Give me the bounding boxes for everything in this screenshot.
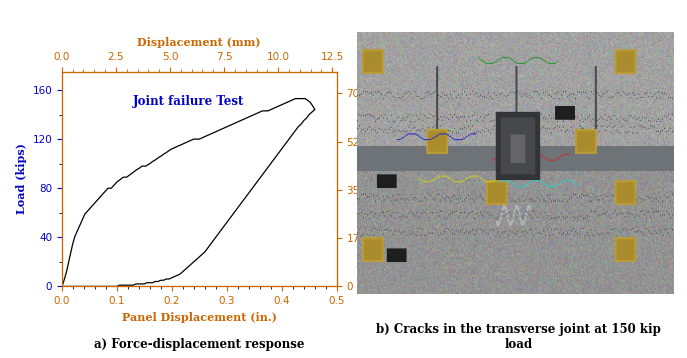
- Text: Joint failure Test: Joint failure Test: [133, 95, 245, 108]
- Text: a) Force-displacement response: a) Force-displacement response: [94, 338, 304, 351]
- Text: b) Cracks in the transverse joint at 150 kip
load: b) Cracks in the transverse joint at 150…: [376, 323, 661, 351]
- X-axis label: Panel Displacement (in.): Panel Displacement (in.): [122, 312, 277, 323]
- Y-axis label: Load (kN): Load (kN): [372, 148, 383, 210]
- Y-axis label: Load (kips): Load (kips): [16, 144, 27, 214]
- X-axis label: Displacement (mm): Displacement (mm): [137, 37, 261, 48]
